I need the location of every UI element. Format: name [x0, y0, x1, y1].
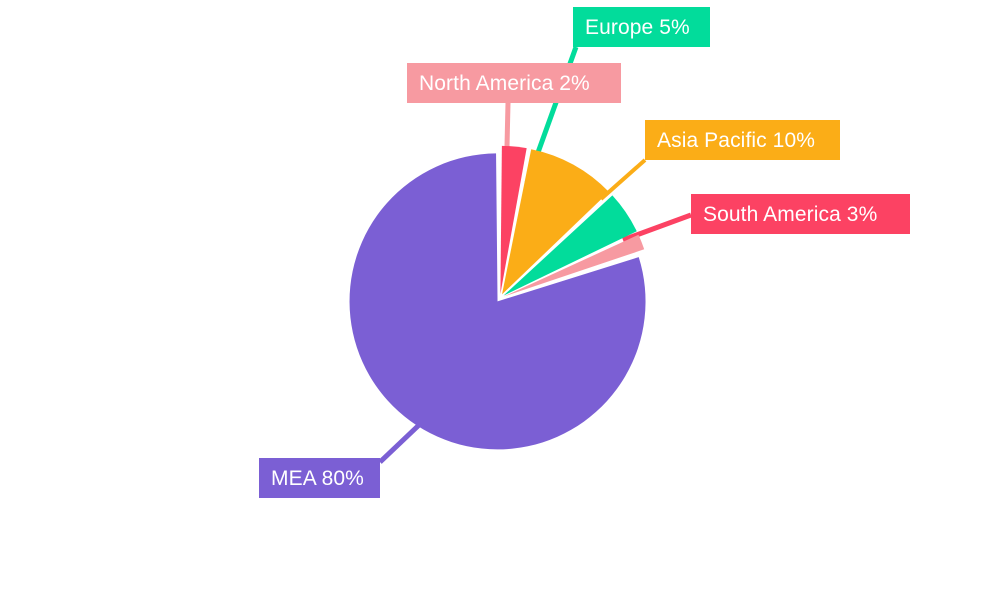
callout-asia-pacific[interactable]: Asia Pacific 10%	[645, 120, 840, 160]
pie-slice-mea	[349, 153, 646, 450]
callout-label-europe: Europe 5%	[585, 15, 690, 39]
callout-label-north-america: North America 2%	[419, 71, 590, 95]
callout-north-america[interactable]: North America 2%	[407, 63, 621, 103]
callout-label-mea: MEA 80%	[271, 466, 364, 490]
callout-label-south-america: South America 3%	[703, 202, 878, 226]
callout-label-asia-pacific: Asia Pacific 10%	[657, 128, 816, 152]
pie-slice-asia-pacific	[502, 149, 609, 295]
callout-mea[interactable]: MEA 80%	[259, 458, 380, 498]
pie-slice-south-america	[500, 145, 527, 294]
leader-line-mea	[378, 422, 422, 464]
leader-line-south-america	[622, 212, 692, 243]
pie-slice-europe	[503, 195, 637, 296]
callout-south-america[interactable]: South America 3%	[691, 194, 910, 234]
leader-line-asia-pacific	[599, 158, 647, 201]
callout-europe[interactable]: Europe 5%	[573, 7, 710, 47]
pie-wedges	[349, 145, 646, 450]
pie-slice-north-america	[503, 234, 645, 297]
